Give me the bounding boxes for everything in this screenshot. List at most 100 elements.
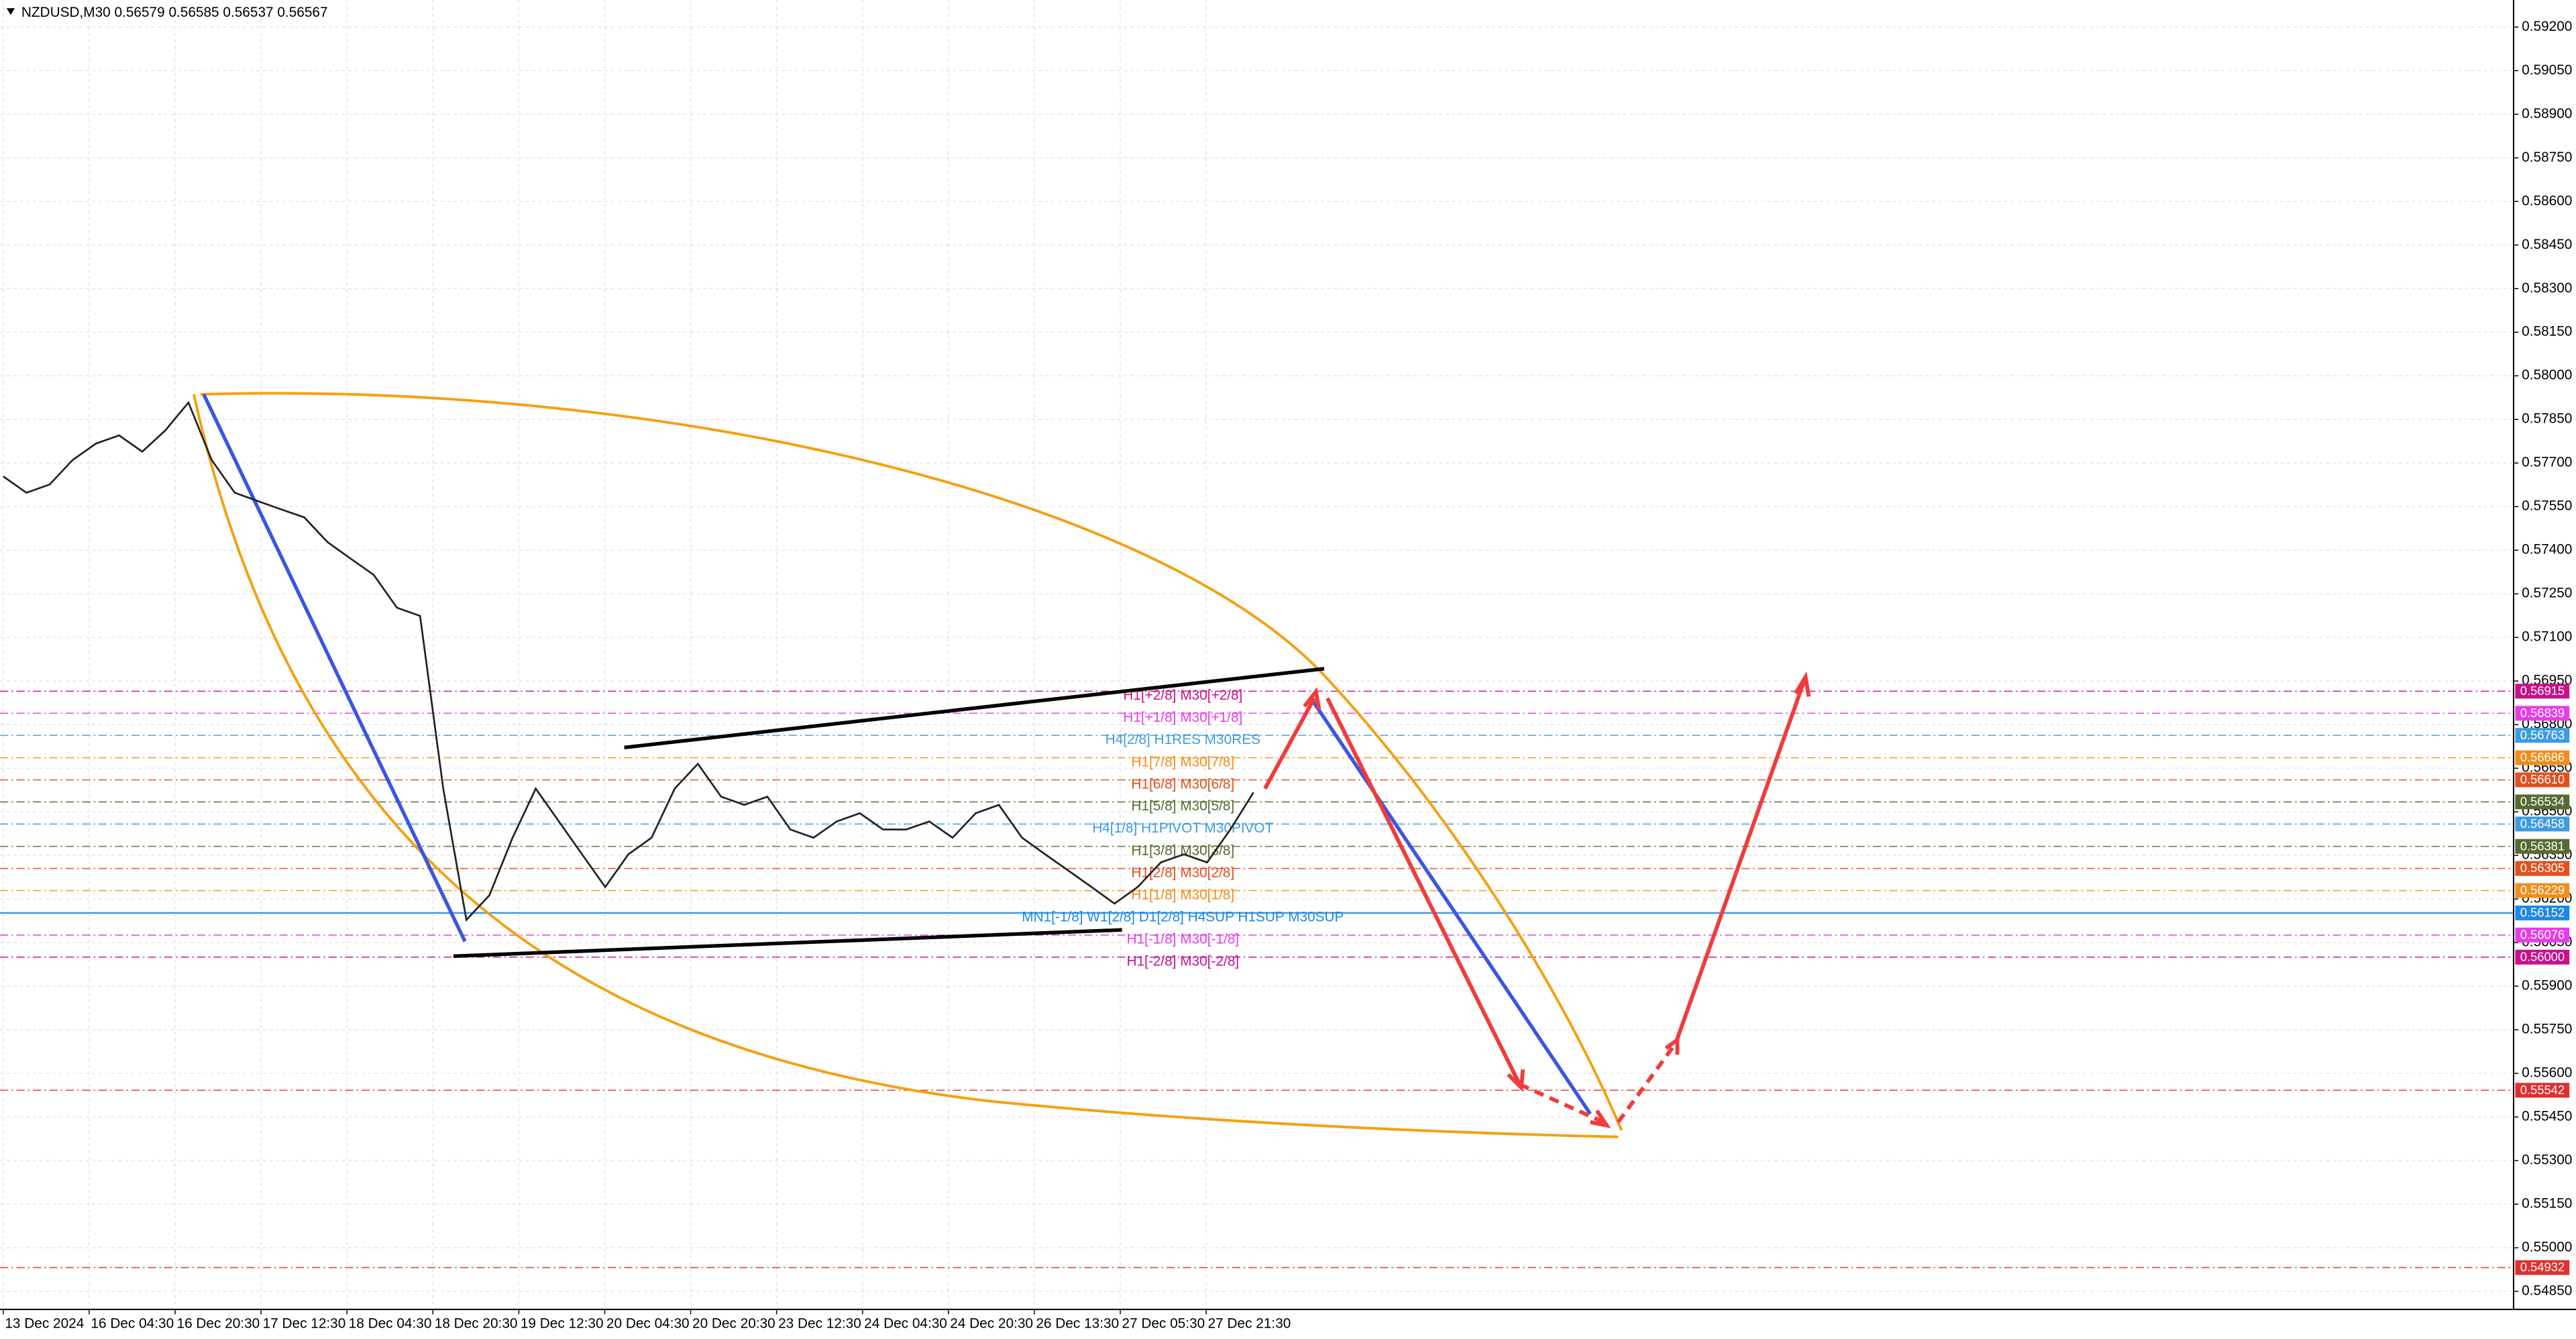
x-tick-label: 24 Dec 04:30 <box>864 1316 947 1331</box>
x-tick-label: 27 Dec 05:30 <box>1122 1316 1205 1331</box>
price-box <box>2515 1260 2570 1275</box>
level-label: H1[1/8] M30[1/8] <box>1131 887 1234 902</box>
price-box-label: 0.56229 <box>2520 883 2565 897</box>
price-box <box>2515 750 2570 765</box>
arrow-head <box>1303 687 1322 710</box>
price-box <box>2515 839 2570 854</box>
price-box-label: 0.56076 <box>2520 927 2565 941</box>
y-tick-label: 0.57700 <box>2522 455 2572 470</box>
level-label: H1[+1/8] M30[+1/8] <box>1123 710 1242 725</box>
y-tick-label: 0.55750 <box>2522 1022 2572 1037</box>
level-label: H1[3/8] M30[3/8] <box>1131 843 1234 859</box>
y-tick-label: 0.55900 <box>2522 978 2572 994</box>
x-tick-label: 16 Dec 04:30 <box>91 1316 174 1331</box>
level-label: H1[5/8] M30[5/8] <box>1131 798 1234 814</box>
price-box <box>2515 684 2570 699</box>
y-tick-label: 0.55150 <box>2522 1196 2572 1212</box>
x-tick-label: 19 Dec 12:30 <box>521 1316 604 1331</box>
price-box-label: 0.56305 <box>2520 861 2565 875</box>
price-box-label: 0.56000 <box>2520 949 2565 963</box>
y-tick-label: 0.57100 <box>2522 629 2572 645</box>
y-tick-label: 0.54850 <box>2522 1283 2572 1299</box>
level-label: H1[2/8] M30[2/8] <box>1131 865 1234 880</box>
level-label: H4[1/8] H1PIVOT M30PIVOT <box>1092 820 1273 836</box>
price-box <box>2515 706 2570 721</box>
menu-triangle[interactable] <box>6 8 15 15</box>
price-box <box>2515 1083 2570 1098</box>
x-tick-label: 18 Dec 04:30 <box>349 1316 432 1331</box>
x-tick-label: 27 Dec 21:30 <box>1208 1316 1291 1331</box>
y-tick-label: 0.57850 <box>2522 411 2572 427</box>
arrow-head <box>1590 1109 1611 1128</box>
price-box-label: 0.56381 <box>2520 839 2565 853</box>
x-tick-label: 26 Dec 13:30 <box>1036 1316 1119 1331</box>
arrow <box>1674 681 1806 1045</box>
y-tick-label: 0.55600 <box>2522 1065 2572 1081</box>
price-box-label: 0.56610 <box>2520 772 2565 786</box>
level-label: H1[-2/8] M30[-2/8] <box>1126 954 1239 969</box>
price-box-label: 0.54932 <box>2520 1260 2565 1274</box>
price-box <box>2515 728 2570 743</box>
price-line <box>3 400 1254 922</box>
trend-line <box>624 667 1325 750</box>
level-label: H1[-1/8] M30[-1/8] <box>1126 932 1239 947</box>
x-tick-label: 13 Dec 2024 <box>5 1316 84 1331</box>
grid <box>0 0 2514 1309</box>
x-tick-label: 17 Dec 12:30 <box>263 1316 346 1331</box>
price-box-label: 0.56686 <box>2520 750 2565 764</box>
level-label: H1[7/8] M30[7/8] <box>1131 754 1234 769</box>
y-tick-label: 0.59200 <box>2522 19 2572 34</box>
price-box-label: 0.56839 <box>2520 706 2565 720</box>
price-box-label: 0.56458 <box>2520 816 2565 831</box>
arrow-head <box>1507 1069 1525 1092</box>
x-tick-label: 20 Dec 20:30 <box>692 1316 775 1331</box>
y-tick-label: 0.58300 <box>2522 280 2572 296</box>
orange-arc <box>200 392 1623 1131</box>
level-label: H1[+2/8] M30[+2/8] <box>1123 688 1242 703</box>
level-label: H1[6/8] M30[6/8] <box>1131 776 1234 792</box>
x-tick-label: 20 Dec 04:30 <box>606 1316 690 1331</box>
price-box-label: 0.56915 <box>2520 684 2565 698</box>
y-tick-label: 0.58600 <box>2522 193 2572 209</box>
y-tick-label: 0.57250 <box>2522 586 2572 601</box>
arrow-head <box>1794 671 1811 697</box>
arrow <box>1263 697 1316 790</box>
orange-arc <box>193 394 1619 1138</box>
x-tick-label: 18 Dec 20:30 <box>435 1316 518 1331</box>
forecast-arrows <box>1263 671 1811 1128</box>
level-label: H4[2/8] H1RES M30RES <box>1106 732 1260 747</box>
price-box <box>2515 927 2570 943</box>
price-box <box>2515 883 2570 898</box>
y-tick-label: 0.58750 <box>2522 150 2572 165</box>
price-box <box>2515 905 2570 920</box>
y-tick-label: 0.58150 <box>2522 324 2572 339</box>
price-box-label: 0.55542 <box>2520 1083 2565 1097</box>
x-tick-label: 24 Dec 20:30 <box>950 1316 1033 1331</box>
trend-line <box>453 928 1122 959</box>
price-box-label: 0.56763 <box>2520 728 2565 742</box>
y-tick-label: 0.59050 <box>2522 62 2572 78</box>
price-box-label: 0.56152 <box>2520 905 2565 919</box>
arrow <box>1326 697 1521 1085</box>
x-tick-label: 23 Dec 12:30 <box>778 1316 861 1331</box>
y-tick-label: 0.58000 <box>2522 368 2572 383</box>
level-label: MN1[-1/8] W1[2/8] D1[2/8] H4SUP H1SUP M3… <box>1022 910 1344 925</box>
annotations <box>193 392 1811 1138</box>
price-box <box>2515 772 2570 788</box>
price-box <box>2515 949 2570 965</box>
y-tick-label: 0.55300 <box>2522 1153 2572 1168</box>
price-box-label: 0.56534 <box>2520 794 2565 808</box>
price-box <box>2515 794 2570 810</box>
y-tick-label: 0.57550 <box>2522 498 2572 514</box>
y-tick-label: 0.55450 <box>2522 1109 2572 1124</box>
y-tick-label: 0.57400 <box>2522 542 2572 557</box>
x-tick-label: 16 Dec 20:30 <box>177 1316 260 1331</box>
blue-line <box>202 393 467 943</box>
price-box <box>2515 816 2570 832</box>
price-box <box>2515 861 2570 876</box>
chart-title: NZDUSD,M30 0.56579 0.56585 0.56537 0.565… <box>21 5 328 20</box>
y-tick-label: 0.58450 <box>2522 237 2572 252</box>
